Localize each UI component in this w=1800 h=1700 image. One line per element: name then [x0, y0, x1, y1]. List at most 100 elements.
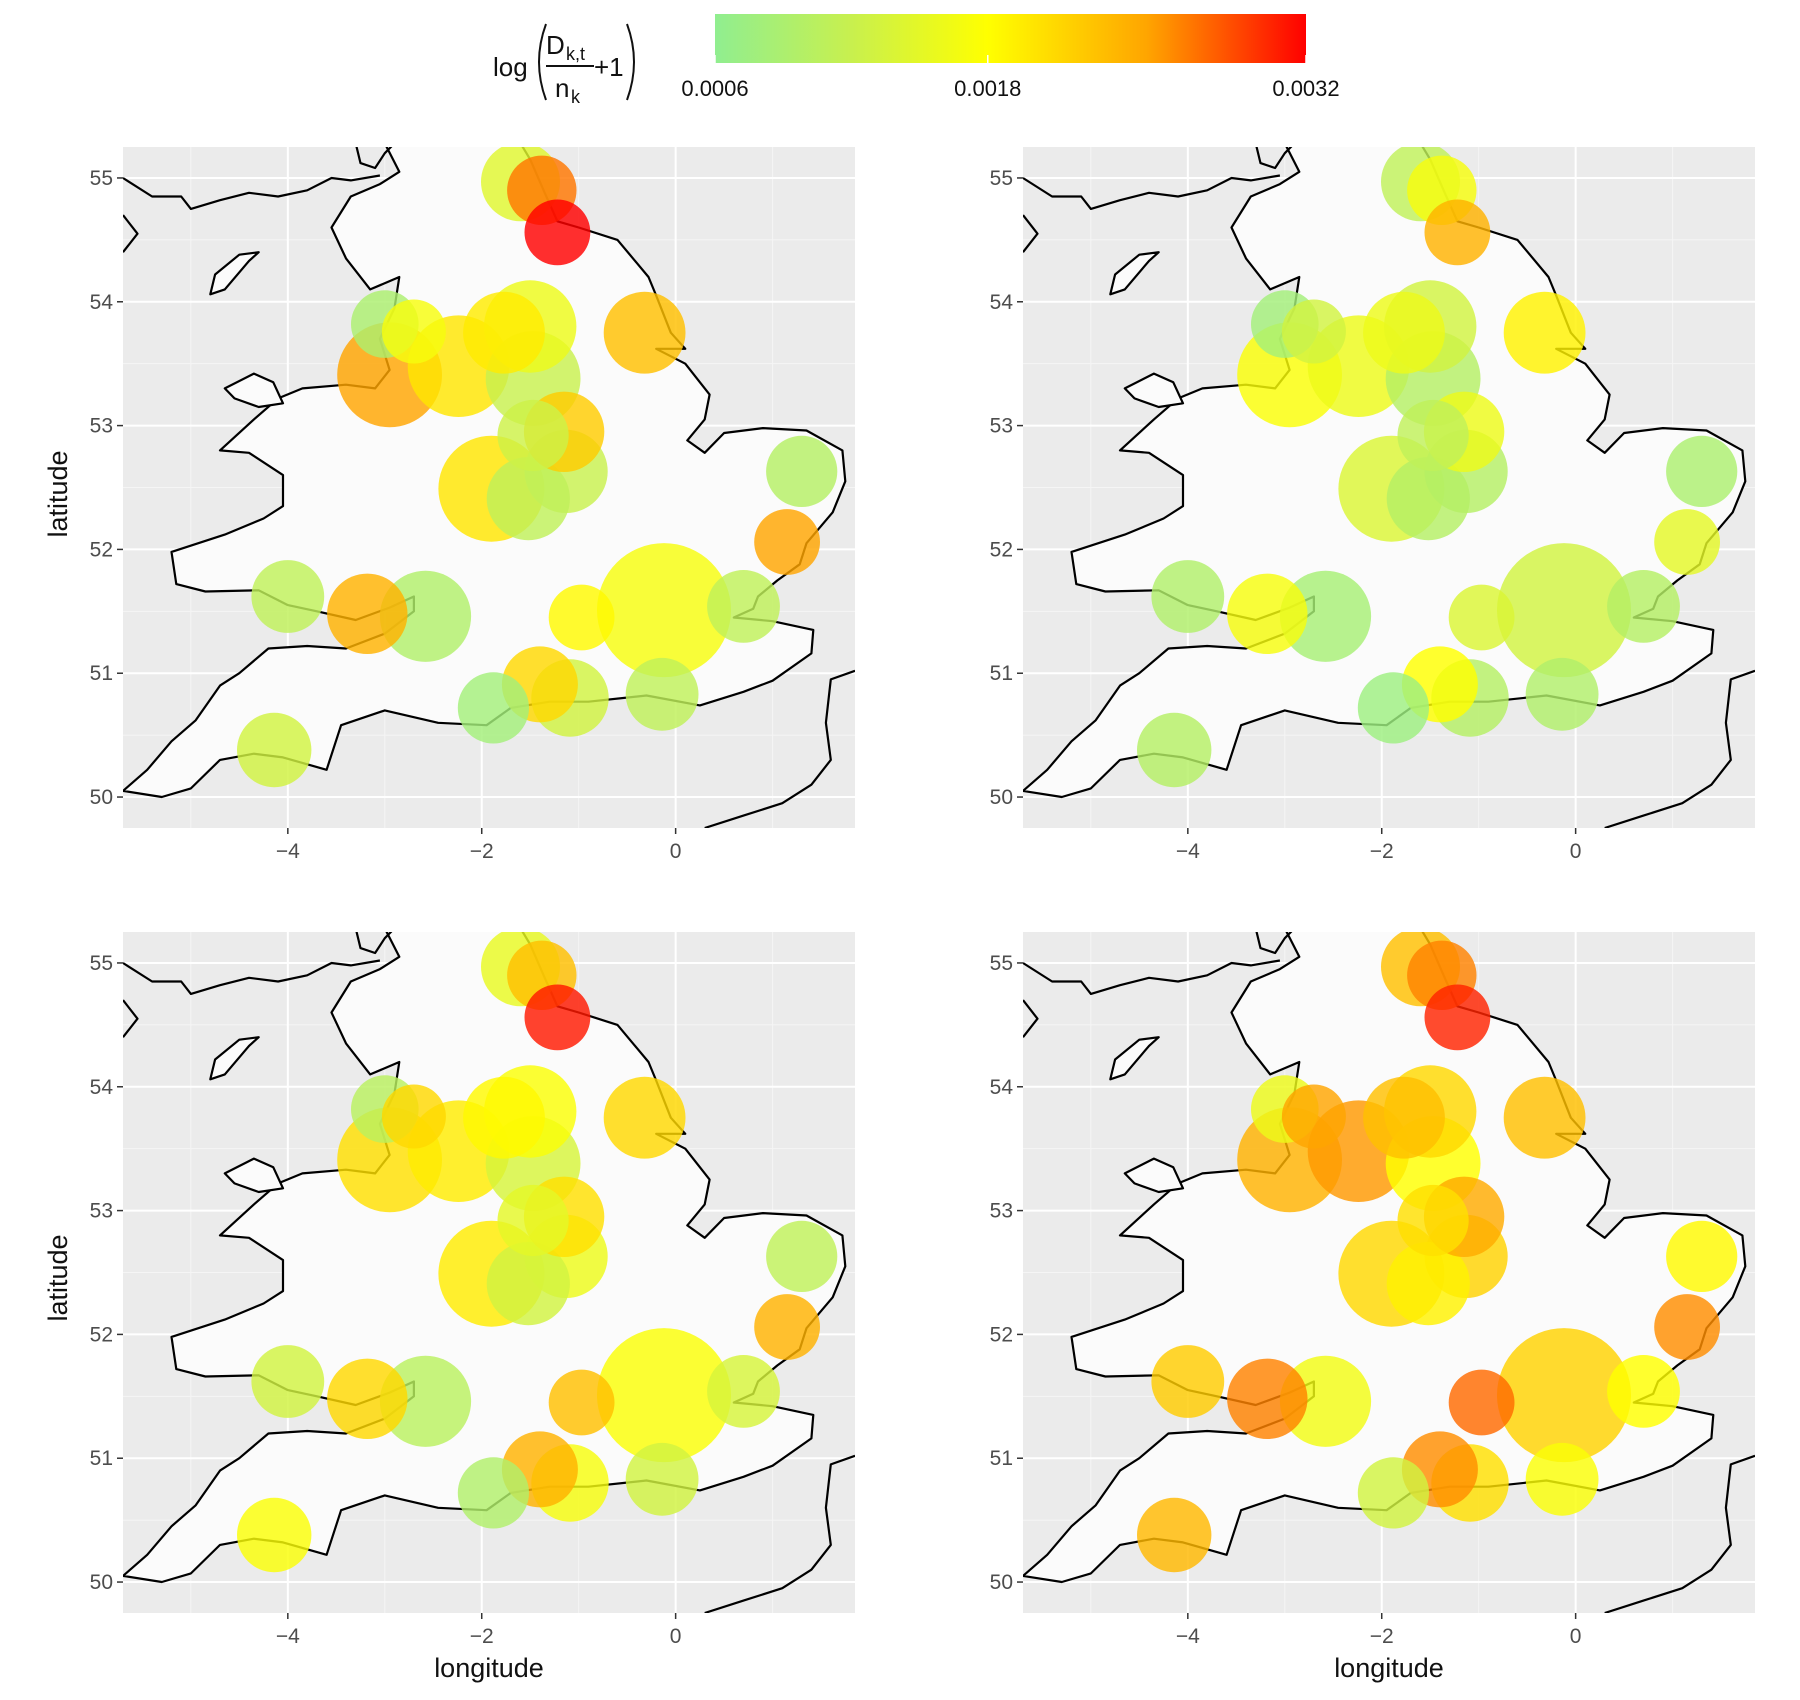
y-tick-label: 53 — [990, 415, 1013, 438]
x-axis-title-left: longitude — [434, 1653, 544, 1683]
legend-tick-label: 0.0032 — [1272, 76, 1339, 101]
y-tick-label: 51 — [990, 662, 1013, 685]
station-point — [597, 1328, 731, 1463]
map-panel-top-left: −4 −2 0 50 51 52 53 54 55 — [90, 147, 855, 863]
station-point — [1363, 291, 1445, 374]
anglesey-coastline — [1123, 1157, 1185, 1194]
ireland-coastline — [1023, 999, 1039, 1038]
legend-title-suffix: +1 — [594, 52, 624, 82]
france-coastline — [704, 669, 855, 828]
station-point — [237, 1497, 312, 1573]
station-point — [327, 573, 408, 654]
station-point — [754, 509, 820, 575]
ireland-coastline — [123, 214, 139, 253]
x-tick-label: −2 — [470, 1625, 494, 1648]
x-tick-label: −4 — [276, 840, 300, 863]
x-tick-label: −2 — [470, 840, 494, 863]
station-point — [1497, 1328, 1631, 1463]
y-tick-label: 50 — [990, 786, 1013, 809]
station-point — [1386, 457, 1470, 541]
station-point — [524, 984, 591, 1051]
station-point — [603, 1076, 686, 1159]
station-point — [1497, 543, 1631, 678]
station-point — [1503, 1076, 1586, 1159]
x-tick-label: −4 — [1176, 1625, 1200, 1648]
x-tick-label: −2 — [1370, 1625, 1394, 1648]
y-tick-label: 53 — [90, 415, 113, 438]
station-point — [1151, 560, 1225, 633]
anglesey-coastline — [223, 1157, 285, 1194]
station-point — [1279, 1355, 1372, 1447]
france-coastline — [1604, 1454, 1755, 1613]
anglesey-coastline — [223, 372, 285, 409]
station-point — [381, 1084, 446, 1149]
station-point — [1503, 291, 1586, 374]
station-point — [497, 1184, 569, 1257]
x-tick-label: 0 — [1570, 840, 1582, 863]
panel-axes: −4 −2 0 50 51 52 53 54 55 — [90, 952, 682, 1648]
station-point — [524, 199, 591, 266]
scotland-coastline — [1023, 959, 1281, 995]
station-point — [381, 299, 446, 364]
isle-of-man-coastline — [209, 251, 260, 296]
station-point — [1227, 573, 1308, 654]
x-axis-title-right: longitude — [1334, 1653, 1444, 1683]
station-point — [1525, 1442, 1599, 1516]
y-tick-label: 51 — [90, 1447, 113, 1470]
ireland-coastline — [123, 999, 139, 1038]
station-point — [1357, 1457, 1429, 1529]
station-point — [1666, 435, 1738, 507]
station-point — [379, 570, 472, 662]
station-point — [548, 1369, 615, 1436]
station-point — [1137, 712, 1212, 788]
map-panel-bottom-left: −4 −2 0 50 51 52 53 54 55 — [90, 932, 855, 1648]
y-tick-label: 55 — [990, 167, 1013, 190]
station-point — [379, 1355, 472, 1447]
station-point — [1151, 1345, 1225, 1418]
station-point — [766, 435, 838, 507]
station-point — [1281, 1084, 1346, 1149]
station-point — [1666, 1220, 1738, 1292]
station-point — [463, 291, 545, 374]
station-point — [457, 672, 529, 744]
station-point — [766, 1220, 838, 1292]
panel-map — [1023, 932, 1755, 1613]
legend-tick-label: 0.0006 — [681, 76, 748, 101]
x-tick-label: −2 — [1370, 840, 1394, 863]
legend-title: log D k,t n k +1 — [493, 23, 635, 107]
y-tick-label: 54 — [90, 291, 114, 314]
scotland-border-coastline — [355, 932, 393, 955]
x-tick-label: 0 — [1570, 1625, 1582, 1648]
y-tick-label: 52 — [90, 538, 113, 561]
station-point — [1607, 570, 1680, 643]
y-tick-label: 52 — [990, 538, 1013, 561]
station-point — [1397, 399, 1469, 472]
y-tick-label: 54 — [990, 291, 1014, 314]
y-tick-label: 53 — [90, 1200, 113, 1223]
station-point — [1525, 657, 1599, 731]
station-point — [497, 399, 569, 472]
station-point — [1424, 984, 1491, 1051]
scotland-coastline — [123, 174, 381, 210]
y-tick-label: 51 — [90, 662, 113, 685]
legend-title-numerator-sub: k,t — [566, 44, 585, 64]
isle-of-man-coastline — [1109, 251, 1160, 296]
y-tick-label: 50 — [990, 1571, 1013, 1594]
panel-axes: −4 −2 0 50 51 52 53 54 55 — [90, 167, 682, 863]
panel-map — [123, 147, 855, 828]
legend-title-denominator-sub: k — [571, 87, 581, 107]
y-axis-title-top: latitude — [43, 450, 73, 537]
map-panel-top-right: −4 −2 0 50 51 52 53 54 55 — [990, 147, 1755, 863]
scotland-border-coastline — [1255, 932, 1293, 955]
x-tick-label: −4 — [1176, 840, 1200, 863]
isle-of-man-coastline — [209, 1036, 260, 1081]
scotland-coastline — [123, 959, 381, 995]
y-tick-label: 52 — [90, 1323, 113, 1346]
station-point — [707, 1355, 780, 1428]
panel-axes: −4 −2 0 50 51 52 53 54 55 — [990, 952, 1582, 1648]
x-tick-label: 0 — [670, 840, 682, 863]
france-coastline — [1604, 669, 1755, 828]
station-point — [251, 1345, 325, 1418]
panel-map — [1023, 147, 1755, 828]
